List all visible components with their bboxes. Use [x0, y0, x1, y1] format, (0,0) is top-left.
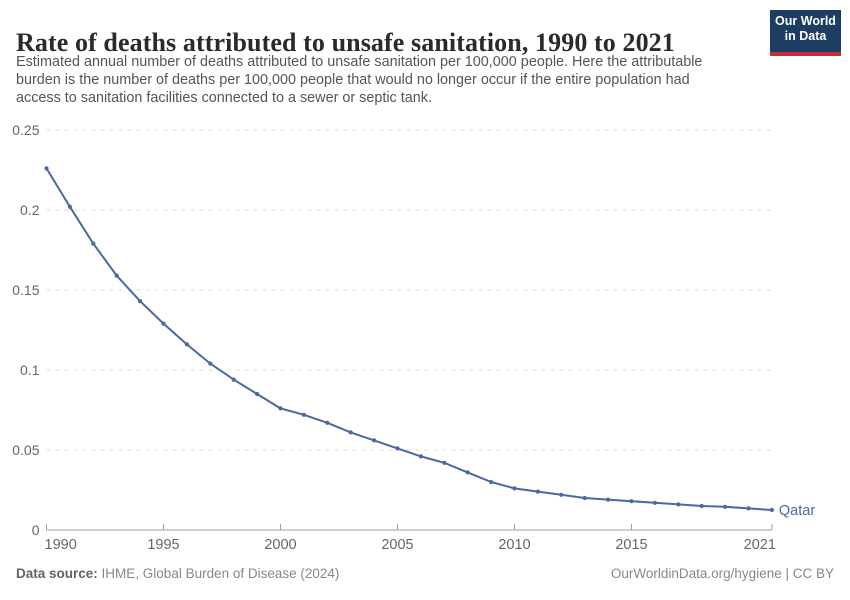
subtitle-line: Estimated annual number of deaths attrib…: [16, 54, 703, 70]
y-axis-tick-label: 0.25: [12, 122, 39, 138]
data-point[interactable]: [559, 492, 564, 497]
data-point[interactable]: [535, 489, 541, 494]
data-point[interactable]: [208, 361, 213, 366]
subtitle-line: access to sanitation facilities connecte…: [16, 89, 432, 106]
x-axis-tick-label: 2015: [615, 537, 647, 553]
y-axis-tick-label: 0: [32, 522, 40, 538]
data-point[interactable]: [699, 503, 704, 509]
data-point[interactable]: [372, 438, 377, 443]
y-axis-tick-label: 0.1: [20, 362, 40, 378]
data-point[interactable]: [161, 321, 166, 326]
footer-separator: |: [781, 566, 793, 581]
chart-title: Rate of deaths attributed to unsafe sani…: [16, 28, 675, 58]
data-point[interactable]: [629, 499, 634, 504]
x-axis-tick-label: 1995: [147, 537, 179, 553]
chart-footer: Data source: IHME, Global Burden of Dise…: [16, 566, 834, 581]
license-link[interactable]: CC BY: [792, 566, 834, 581]
data-point[interactable]: [325, 420, 330, 425]
data-source-value: IHME, Global Burden of Disease (2024): [101, 566, 340, 581]
data-point[interactable]: [138, 299, 143, 304]
series-line-qatar[interactable]: [45, 167, 773, 511]
data-point[interactable]: [44, 166, 49, 171]
x-axis-tick-label: 2000: [264, 537, 296, 553]
data-point[interactable]: [255, 391, 260, 397]
owid-logo[interactable]: Our World in Data: [770, 10, 841, 56]
footer-links: OurWorldinData.org/hygiene | CC BY: [611, 566, 834, 581]
owid-logo-line1: Our World: [775, 14, 836, 28]
data-point[interactable]: [301, 412, 306, 417]
data-point[interactable]: [395, 446, 400, 451]
owid-logo-line2: in Data: [784, 29, 827, 43]
data-point[interactable]: [114, 273, 119, 278]
y-axis-tick-label: 0.2: [20, 202, 40, 218]
owid-url-link[interactable]: OurWorldinData.org/hygiene: [610, 566, 782, 581]
x-axis-tick-label: 2021: [744, 537, 776, 553]
data-point[interactable]: [512, 486, 517, 491]
data-point[interactable]: [723, 504, 728, 509]
y-axis-tick-label: 0.15: [12, 282, 39, 298]
data-point[interactable]: [184, 342, 189, 347]
x-axis-tick-label: 2005: [381, 537, 413, 553]
data-point[interactable]: [582, 495, 587, 501]
x-axis-tick-label: 1990: [45, 537, 77, 553]
data-point[interactable]: [465, 470, 470, 475]
data-point[interactable]: [652, 500, 658, 505]
series-end-label: Qatar: [779, 503, 815, 519]
data-point[interactable]: [67, 204, 72, 209]
data-point[interactable]: [348, 430, 353, 435]
data-point[interactable]: [91, 241, 96, 246]
subtitle-line: burden is the number of deaths per 100,0…: [16, 71, 690, 88]
data-point[interactable]: [489, 479, 494, 485]
data-point[interactable]: [231, 377, 236, 382]
data-point[interactable]: [676, 502, 681, 507]
data-point[interactable]: [606, 497, 611, 502]
data-point[interactable]: [442, 460, 447, 465]
x-axis-tick-label: 2010: [498, 537, 530, 553]
data-source-label: Data source:: [16, 566, 98, 581]
data-point[interactable]: [418, 454, 423, 459]
data-point[interactable]: [746, 506, 751, 511]
y-axis-tick-label: 0.05: [12, 442, 39, 458]
chart-subtitle: Estimated annual number of deaths attrib…: [16, 54, 702, 107]
data-source: Data source: IHME, Global Burden of Dise…: [16, 566, 339, 581]
data-point[interactable]: [769, 507, 775, 513]
data-point[interactable]: [278, 406, 283, 411]
